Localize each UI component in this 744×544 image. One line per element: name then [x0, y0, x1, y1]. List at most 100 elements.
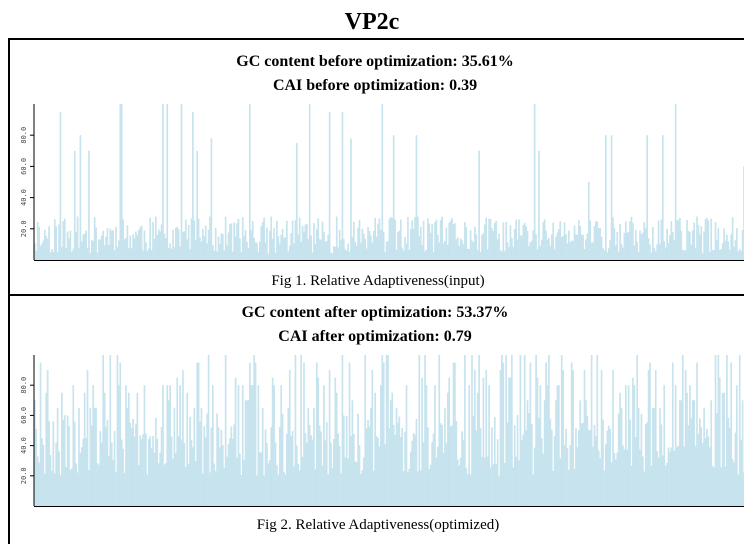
bar — [42, 444, 45, 506]
bar — [246, 241, 248, 260]
bar — [82, 438, 85, 506]
bar — [116, 355, 119, 506]
bar — [726, 355, 728, 506]
bar — [321, 465, 324, 506]
bar — [535, 355, 537, 506]
bar — [244, 230, 247, 260]
bar — [65, 247, 67, 260]
bar — [226, 244, 228, 260]
bar — [90, 425, 93, 506]
bar — [95, 407, 97, 506]
bar — [303, 231, 305, 260]
bar — [714, 221, 717, 260]
bar — [324, 440, 327, 506]
bar — [418, 355, 421, 506]
bar — [69, 469, 72, 506]
bar — [294, 219, 297, 260]
bar — [555, 236, 557, 260]
bar — [549, 418, 552, 506]
bar — [337, 247, 339, 260]
bar — [521, 235, 523, 260]
bar — [367, 227, 369, 260]
bar — [187, 463, 190, 506]
bar — [419, 226, 422, 260]
bar — [474, 226, 476, 260]
bar — [240, 252, 243, 260]
bar — [68, 238, 70, 260]
bar — [93, 217, 96, 260]
bar — [123, 239, 126, 260]
bar — [670, 447, 673, 506]
bar — [189, 416, 191, 506]
bar — [417, 471, 419, 506]
bar — [602, 419, 604, 506]
bar — [573, 225, 576, 260]
bar — [691, 400, 694, 506]
bar — [496, 439, 499, 506]
bar — [55, 226, 58, 260]
bar — [301, 225, 304, 260]
bar — [540, 239, 543, 260]
bar — [468, 248, 470, 260]
bar — [202, 229, 204, 260]
bar — [89, 407, 92, 506]
bar — [459, 238, 462, 260]
bar — [130, 428, 133, 506]
bar — [555, 400, 557, 506]
bar — [610, 135, 613, 260]
bar — [620, 407, 623, 506]
bar — [323, 385, 325, 506]
bar — [351, 236, 354, 260]
bar — [46, 238, 49, 260]
bar — [276, 465, 278, 506]
bar — [451, 425, 453, 506]
bar — [345, 250, 348, 260]
bar — [539, 385, 542, 506]
bar — [364, 239, 367, 260]
bar — [522, 434, 525, 506]
bar — [34, 243, 36, 260]
bar — [333, 246, 335, 260]
bar — [69, 230, 72, 260]
bar — [145, 433, 147, 506]
bar — [636, 241, 639, 260]
bar — [247, 248, 250, 260]
bar — [365, 248, 368, 260]
bar — [39, 362, 42, 506]
bar — [133, 238, 136, 260]
bar — [515, 219, 517, 260]
bar — [397, 422, 399, 506]
bar — [180, 439, 183, 506]
bar — [482, 377, 485, 506]
bar — [135, 231, 137, 260]
bar — [671, 362, 674, 506]
bar — [556, 385, 559, 506]
bar — [338, 229, 341, 260]
bar — [210, 427, 213, 506]
bar — [355, 462, 358, 506]
bar — [679, 400, 681, 506]
bar — [90, 239, 93, 260]
bar — [566, 448, 569, 506]
bar — [357, 413, 359, 506]
bar — [570, 362, 573, 506]
bar — [38, 226, 40, 260]
y-tick-label: 40.0 — [20, 437, 28, 454]
bar — [280, 234, 283, 260]
bar — [103, 245, 106, 260]
bar — [320, 239, 322, 260]
bar — [720, 249, 723, 260]
bar — [495, 463, 498, 506]
bar — [283, 471, 285, 506]
bar — [623, 449, 626, 506]
bar — [136, 235, 139, 260]
bar — [237, 218, 240, 260]
bar — [666, 462, 668, 506]
bar — [713, 249, 715, 260]
bar — [214, 471, 217, 506]
bar — [723, 392, 725, 506]
bar — [162, 385, 164, 506]
bar — [335, 216, 338, 260]
bar — [438, 355, 441, 506]
bar — [652, 227, 654, 260]
